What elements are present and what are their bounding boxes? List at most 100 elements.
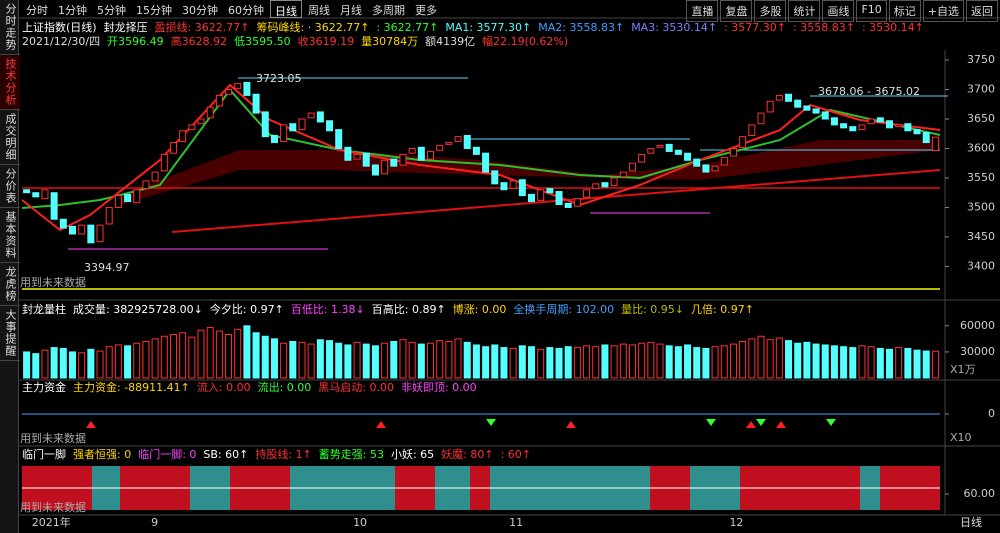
volume-bar xyxy=(849,347,857,379)
legend-item: MA3: 3530.14↑ xyxy=(631,21,718,34)
volume-bar xyxy=(427,342,435,379)
candle xyxy=(702,164,710,173)
y-tick-label: 60000 xyxy=(960,319,995,332)
candle xyxy=(555,191,563,205)
candle xyxy=(500,182,508,191)
future-note: 用到未来数据 xyxy=(20,431,86,445)
action-button[interactable]: 标记 xyxy=(888,0,921,22)
volume-bar xyxy=(362,343,370,379)
sidebar-tab[interactable]: 大事提醒 xyxy=(0,306,20,361)
candle xyxy=(509,180,517,190)
sidebar-tab[interactable]: 成交明细 xyxy=(0,110,20,165)
candle xyxy=(23,189,31,194)
candle xyxy=(527,193,535,203)
candle xyxy=(124,193,132,203)
x-tick-label: 11 xyxy=(509,516,523,529)
candle xyxy=(931,136,939,152)
legend-item: 持股线: 1↑ xyxy=(255,448,312,461)
candle xyxy=(326,120,334,132)
candle xyxy=(922,132,930,144)
candle xyxy=(472,146,480,155)
action-button[interactable]: 统计 xyxy=(788,0,821,22)
candle xyxy=(445,142,453,145)
legend-item: SB: 60↑ xyxy=(203,448,249,461)
period-button[interactable]: 15分钟 xyxy=(136,4,172,17)
y-tick-label: 60.00 xyxy=(964,487,996,500)
candle xyxy=(785,93,793,102)
legend-item: MA2: 3558.83↑ xyxy=(538,21,625,34)
volume-bar xyxy=(472,344,480,379)
legend-item: 筹码峰线: · 3622.77↑ xyxy=(256,21,370,34)
candle xyxy=(619,171,627,178)
volume-bar xyxy=(454,338,462,379)
period-button[interactable]: 分时 xyxy=(26,4,48,17)
candle xyxy=(886,120,894,129)
period-button[interactable]: 5分钟 xyxy=(97,4,126,17)
volume-bar xyxy=(794,342,802,379)
sidebar-tab[interactable]: 龙虎榜 xyxy=(0,263,20,306)
action-button[interactable]: F10 xyxy=(856,0,887,22)
action-button[interactable]: 画线 xyxy=(822,0,855,22)
candle xyxy=(711,165,719,172)
candle xyxy=(904,123,912,132)
kick-line: 临门一脚 强者恒强: 0 临门一脚: 0 SB: 60↑ 持股线: 1↑ 蓄势走强: 53… xyxy=(22,448,531,462)
legend-item: 主力资金: -88911.41↑ xyxy=(73,381,190,394)
volume-bar xyxy=(785,340,793,379)
y-tick-label: 3650 xyxy=(967,112,995,125)
volume-bar xyxy=(160,335,168,379)
candle xyxy=(215,94,223,107)
y-tick-label: 30000 xyxy=(960,345,995,358)
candle xyxy=(133,189,141,204)
volume-bar xyxy=(105,346,113,379)
candle xyxy=(491,170,499,185)
volume-bar xyxy=(234,328,242,379)
volume-bar xyxy=(188,336,196,379)
legend-item: 蓄势走强: 53 xyxy=(318,448,384,461)
legend-item: 低3595.50 xyxy=(234,35,291,48)
period-button[interactable]: 30分钟 xyxy=(182,4,218,17)
period-button[interactable]: 多周期 xyxy=(372,4,405,17)
period-button[interactable]: 60分钟 xyxy=(228,4,264,17)
legend-item: 成交量: 382925728.00↓ xyxy=(73,303,203,316)
low-annotation: 3394.97 xyxy=(84,261,130,274)
candle xyxy=(41,189,49,200)
period-button[interactable]: 日线 xyxy=(270,0,302,18)
candle xyxy=(316,111,324,123)
candle xyxy=(739,136,747,148)
candle xyxy=(656,145,664,148)
volume-bar xyxy=(59,347,67,379)
volume-bar xyxy=(390,340,398,379)
volume-bar xyxy=(298,341,306,379)
sidebar-tab[interactable]: 分时走势 xyxy=(0,0,20,55)
volume-bar xyxy=(509,347,517,379)
volume-bar xyxy=(904,347,912,379)
sidebar-tab[interactable]: 基本资料 xyxy=(0,208,20,263)
volume-bar xyxy=(858,345,866,379)
action-button[interactable]: 复盘 xyxy=(720,0,753,22)
panel-borders xyxy=(18,17,1000,516)
volume-bar xyxy=(702,347,710,379)
action-button[interactable]: 直播 xyxy=(686,0,719,22)
candle xyxy=(188,124,196,131)
legend-item: 临门一脚 xyxy=(22,448,66,461)
y-tick-label: 3500 xyxy=(967,200,995,213)
action-button[interactable]: 返回 xyxy=(966,0,998,22)
volume-bar xyxy=(775,337,783,379)
period-button[interactable]: 更多 xyxy=(415,4,437,17)
sidebar-tab[interactable]: 技术分析 xyxy=(0,55,20,110)
volume-bar xyxy=(610,345,618,379)
candle xyxy=(371,164,379,176)
volume-bar xyxy=(527,346,535,379)
volume-bar xyxy=(674,346,682,379)
action-button[interactable]: +自选 xyxy=(922,0,964,22)
sidebar-tab[interactable]: 分价表 xyxy=(0,165,20,208)
period-button[interactable]: 月线 xyxy=(340,4,362,17)
candle xyxy=(876,117,884,123)
period-button[interactable]: 1分钟 xyxy=(58,4,87,17)
volume-bar xyxy=(41,349,49,379)
action-button[interactable]: 多股 xyxy=(754,0,787,22)
x-tick-label: 2021年 xyxy=(32,515,71,529)
legend-item: 2021/12/30/四 xyxy=(22,35,101,48)
period-button[interactable]: 周线 xyxy=(308,4,330,17)
legend-item: 收3619.19 xyxy=(297,35,355,48)
